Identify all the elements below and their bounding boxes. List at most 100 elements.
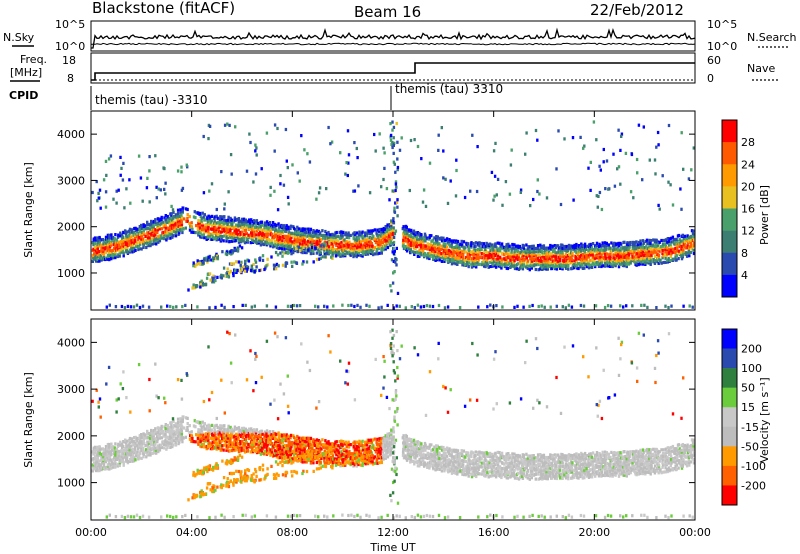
power-echo-cell [337, 242, 341, 246]
power-echo-cell [442, 254, 446, 258]
power-echo-cell [664, 256, 667, 260]
velocity-echo-cell [92, 457, 95, 461]
power-echo-cell [212, 276, 215, 280]
power-echo-cell [299, 238, 303, 243]
power-echo-cell [207, 214, 210, 218]
power-echo-cell [290, 260, 293, 264]
velocity-echo-cell [110, 448, 114, 452]
power-echo-cell [432, 256, 435, 260]
power-echo-cell [255, 146, 258, 150]
power-echo-cell [494, 242, 497, 246]
power-echo-cell [172, 305, 175, 309]
velocity-echo-cell [259, 445, 262, 449]
power-echo-cell [92, 237, 96, 241]
power-echo-cell [554, 246, 557, 250]
power-echo-cell [495, 193, 498, 197]
power-echo-cell [102, 242, 105, 246]
power-echo-cell [281, 239, 284, 243]
power-echo-cell [382, 229, 385, 233]
power-echo-cell [137, 238, 140, 242]
velocity-echo-cell [215, 441, 218, 445]
power-echo-cell [108, 303, 111, 307]
power-echo-cell [329, 142, 332, 146]
power-echo-cell [416, 254, 420, 258]
power-echo-cell [277, 241, 280, 245]
velocity-echo-cell [324, 443, 327, 447]
power-echo-cell [252, 221, 256, 225]
power-echo-cell [215, 214, 218, 218]
power-echo-cell [197, 262, 200, 266]
power-echo-cell [151, 237, 154, 241]
power-echo-cell [458, 244, 461, 248]
power-echo-cell [127, 243, 131, 247]
power-echo-cell [219, 217, 222, 222]
power-echo-cell [577, 244, 581, 248]
power-echo-cell [535, 246, 538, 250]
power-echo-cell [166, 218, 170, 222]
power-echo-cell [393, 189, 396, 194]
power-echo-cell [621, 261, 624, 265]
power-echo-cell [393, 249, 396, 253]
power-echo-cell [625, 247, 628, 251]
velocity-echo-cell [282, 433, 286, 437]
power-echo-cell [677, 233, 681, 238]
power-echo-cell [240, 217, 244, 221]
power-echo-cell [102, 254, 106, 259]
power-echo-cell [675, 253, 679, 258]
power-echo-cell [94, 259, 98, 263]
velocity-echo-cell [186, 416, 189, 420]
power-echo-cell [452, 261, 456, 265]
power-echo-cell [206, 216, 209, 221]
velocity-echo-cell [328, 445, 331, 449]
velocity-echo-cell [192, 440, 195, 444]
power-echo-cell [590, 265, 594, 269]
power-echo-cell [109, 154, 113, 158]
power-echo-cell [389, 122, 392, 126]
power-echo-cell [309, 237, 312, 241]
power-echo-cell [239, 219, 242, 223]
power-echo-cell [638, 259, 641, 263]
power-echo-cell [235, 270, 238, 274]
power-echo-cell [333, 233, 336, 237]
power-echo-cell [531, 303, 534, 308]
velocity-echo-cell [194, 440, 197, 444]
power-echo-cell [644, 251, 647, 255]
velocity-echo-cell [168, 441, 171, 445]
power-echo-cell [666, 249, 669, 253]
power-echo-cell [478, 262, 481, 266]
velocity-echo-cell [256, 437, 260, 441]
velocity-echo-cell [136, 450, 139, 454]
power-echo-cell [434, 249, 437, 253]
velocity-echo-cell [332, 461, 335, 465]
power-echo-cell [543, 265, 546, 269]
power-echo-cell [557, 244, 560, 248]
power-echo-cell [243, 241, 247, 245]
power-echo-cell [419, 245, 423, 249]
power-echo-cell [427, 244, 431, 248]
power-echo-cell [114, 256, 117, 260]
power-echo-cell [229, 216, 232, 220]
power-echo-cell [409, 251, 412, 255]
power-echo-cell [494, 265, 498, 269]
velocity-echo-cell [113, 449, 116, 453]
power-echo-cell [411, 250, 415, 254]
power-echo-cell [452, 245, 455, 250]
power-echo-cell [679, 187, 682, 191]
power-echo-cell [286, 195, 290, 199]
power-echo-cell [510, 252, 513, 256]
power-echo-cell [655, 145, 658, 149]
power-echo-cell [106, 257, 109, 261]
velocity-echo-cell [324, 439, 327, 443]
power-echo-cell [347, 245, 350, 249]
power-echo-cell [422, 188, 426, 192]
power-echo-cell [550, 266, 553, 271]
power-echo-cell [571, 254, 574, 258]
power-echo-cell [486, 245, 490, 249]
power-echo-cell [250, 305, 253, 309]
power-echo-cell [257, 241, 261, 245]
power-echo-cell [522, 246, 525, 250]
power-echo-cell [530, 252, 534, 256]
power-echo-cell [452, 257, 455, 261]
power-echo-cell [357, 235, 360, 239]
velocity-echo-cell [336, 457, 339, 461]
